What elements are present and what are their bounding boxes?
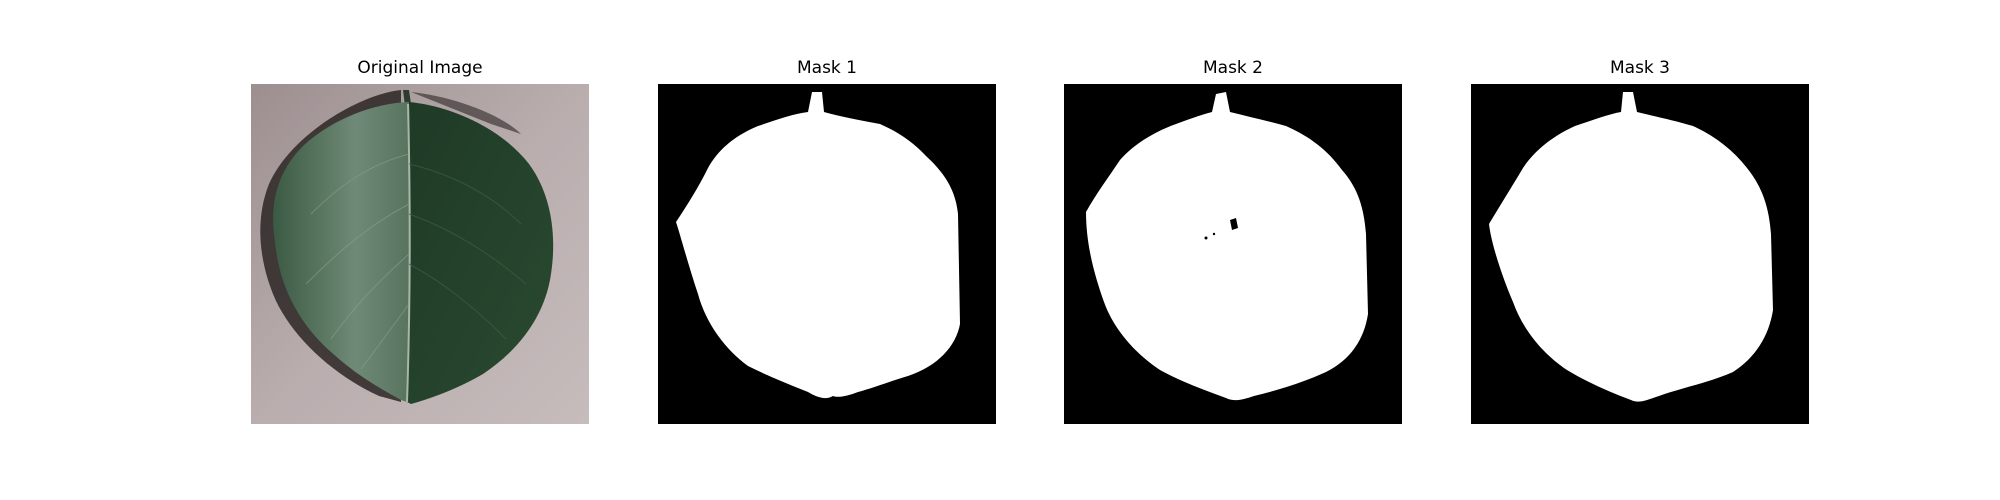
panel-mask-1: Mask 1 (658, 58, 996, 424)
panel-title: Original Image (357, 58, 483, 78)
panel-mask-3: Mask 3 (1471, 58, 1809, 424)
mask-3-image (1471, 84, 1809, 424)
mask-1-region (676, 92, 960, 399)
mask-1-image (658, 84, 996, 424)
panel-mask-2: Mask 2 (1064, 58, 1402, 424)
mask-2-hole (1230, 218, 1238, 230)
original-leaf-image (251, 84, 589, 424)
mask-2-region (1086, 92, 1368, 401)
panel-title: Mask 1 (796, 58, 857, 78)
panel-original-image: Original Image (251, 58, 589, 424)
mask-2-hole (1204, 236, 1208, 240)
panel-title: Mask 3 (1609, 58, 1670, 78)
panel-title: Mask 2 (1202, 58, 1263, 78)
mask-2-hole (1212, 232, 1216, 236)
mask-3-region (1489, 92, 1773, 402)
mask-2-image (1064, 84, 1402, 424)
